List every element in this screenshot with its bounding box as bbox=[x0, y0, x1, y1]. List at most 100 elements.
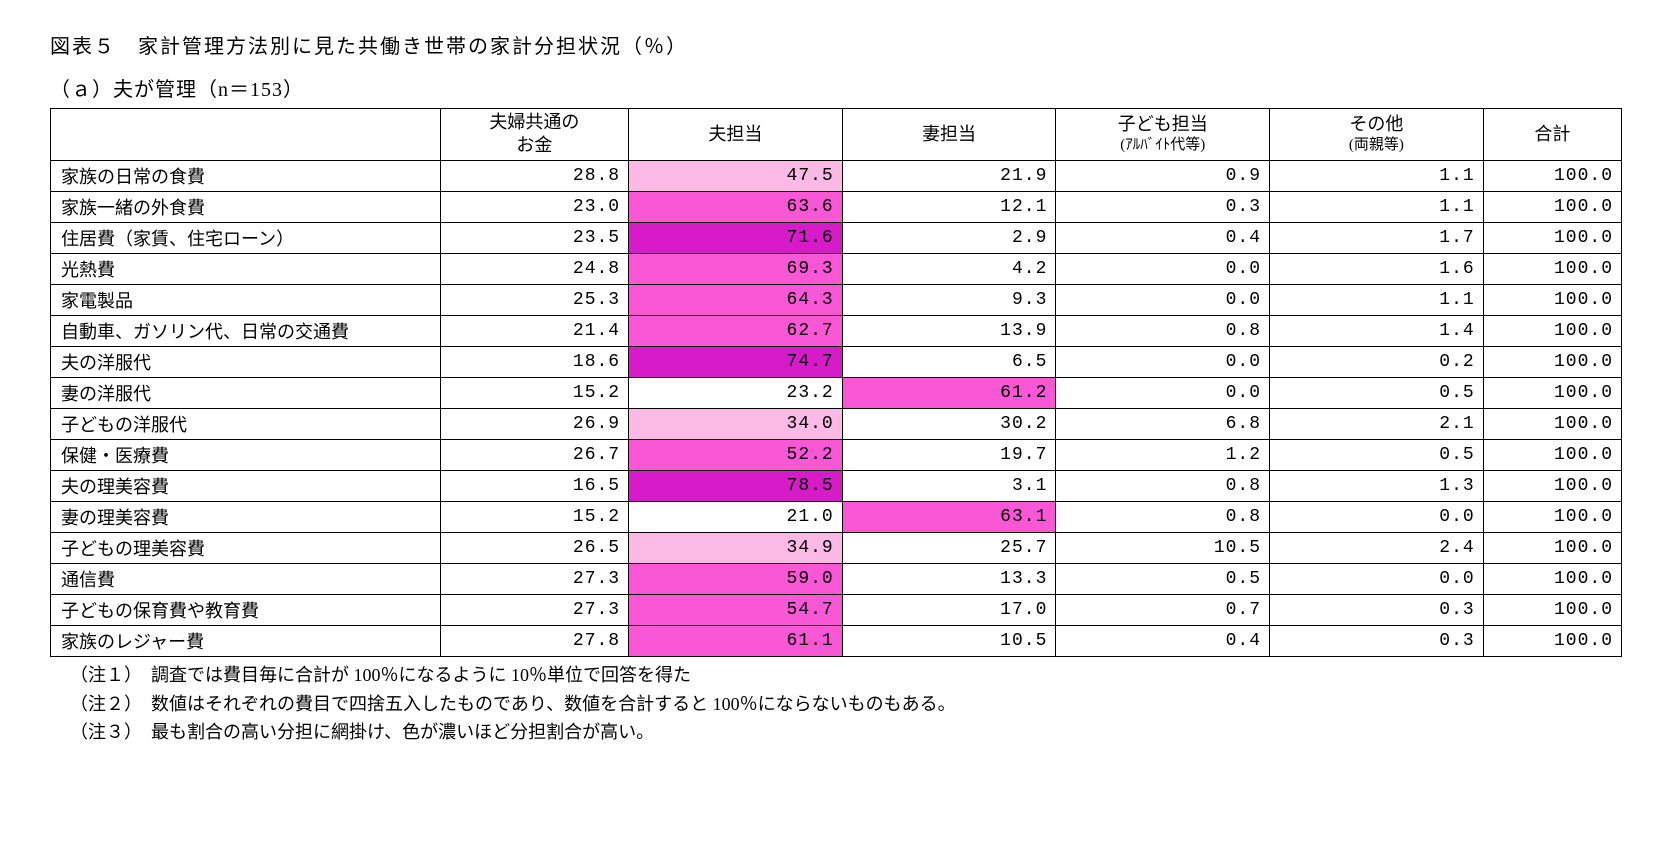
data-table: 夫婦共通のお金夫担当妻担当子ども担当(ｱﾙﾊﾞｲﾄ代等)その他(両親等)合計 家… bbox=[50, 108, 1622, 657]
cell-value: 27.3 bbox=[440, 563, 629, 594]
row-label: 夫の理美容費 bbox=[51, 470, 441, 501]
cell-value: 2.1 bbox=[1270, 408, 1484, 439]
cell-value: 100.0 bbox=[1483, 222, 1621, 253]
cell-value: 71.6 bbox=[629, 222, 843, 253]
cell-value: 61.2 bbox=[842, 377, 1056, 408]
cell-value: 0.5 bbox=[1270, 377, 1484, 408]
table-title: 図表５ 家計管理方法別に見た共働き世帯の家計分担状況（％） bbox=[50, 30, 1622, 59]
row-label: 家族のレジャー費 bbox=[51, 625, 441, 656]
row-label: 子どもの洋服代 bbox=[51, 408, 441, 439]
row-label: 住居費（家賃、住宅ローン） bbox=[51, 222, 441, 253]
cell-value: 100.0 bbox=[1483, 284, 1621, 315]
table-row: 住居費（家賃、住宅ローン）23.571.62.90.41.7100.0 bbox=[51, 222, 1622, 253]
cell-value: 1.7 bbox=[1270, 222, 1484, 253]
table-row: 子どもの理美容費26.534.925.710.52.4100.0 bbox=[51, 532, 1622, 563]
table-row: 夫の洋服代18.674.76.50.00.2100.0 bbox=[51, 346, 1622, 377]
col-header: 夫担当 bbox=[629, 109, 843, 161]
cell-value: 0.3 bbox=[1270, 625, 1484, 656]
cell-value: 0.3 bbox=[1270, 594, 1484, 625]
cell-value: 0.0 bbox=[1056, 346, 1270, 377]
table-row: 通信費27.359.013.30.50.0100.0 bbox=[51, 563, 1622, 594]
cell-value: 0.4 bbox=[1056, 625, 1270, 656]
cell-value: 18.6 bbox=[440, 346, 629, 377]
cell-value: 1.1 bbox=[1270, 160, 1484, 191]
cell-value: 0.7 bbox=[1056, 594, 1270, 625]
cell-value: 0.8 bbox=[1056, 501, 1270, 532]
cell-value: 28.8 bbox=[440, 160, 629, 191]
cell-value: 1.4 bbox=[1270, 315, 1484, 346]
cell-value: 63.1 bbox=[842, 501, 1056, 532]
cell-value: 12.1 bbox=[842, 191, 1056, 222]
cell-value: 26.7 bbox=[440, 439, 629, 470]
cell-value: 69.3 bbox=[629, 253, 843, 284]
cell-value: 21.9 bbox=[842, 160, 1056, 191]
cell-value: 0.0 bbox=[1270, 563, 1484, 594]
cell-value: 15.2 bbox=[440, 501, 629, 532]
cell-value: 13.3 bbox=[842, 563, 1056, 594]
row-label: 家族一緒の外食費 bbox=[51, 191, 441, 222]
cell-value: 6.5 bbox=[842, 346, 1056, 377]
cell-value: 0.0 bbox=[1056, 253, 1270, 284]
cell-value: 62.7 bbox=[629, 315, 843, 346]
col-header: 合計 bbox=[1483, 109, 1621, 161]
cell-value: 9.3 bbox=[842, 284, 1056, 315]
cell-value: 0.4 bbox=[1056, 222, 1270, 253]
cell-value: 1.1 bbox=[1270, 191, 1484, 222]
cell-value: 26.5 bbox=[440, 532, 629, 563]
row-label: 光熱費 bbox=[51, 253, 441, 284]
cell-value: 34.9 bbox=[629, 532, 843, 563]
cell-value: 25.7 bbox=[842, 532, 1056, 563]
cell-value: 1.6 bbox=[1270, 253, 1484, 284]
note-line: （注１） 調査では費目毎に合計が 100％になるように 10％単位で回答を得た bbox=[70, 661, 1622, 690]
cell-value: 100.0 bbox=[1483, 191, 1621, 222]
table-row: 家族一緒の外食費23.063.612.10.31.1100.0 bbox=[51, 191, 1622, 222]
table-row: 家族の日常の食費28.847.521.90.91.1100.0 bbox=[51, 160, 1622, 191]
cell-value: 23.5 bbox=[440, 222, 629, 253]
cell-value: 100.0 bbox=[1483, 563, 1621, 594]
table-row: 光熱費24.869.34.20.01.6100.0 bbox=[51, 253, 1622, 284]
col-header: その他(両親等) bbox=[1270, 109, 1484, 161]
note-line: （注３） 最も割合の高い分担に網掛け、色が濃いほど分担割合が高い。 bbox=[70, 718, 1622, 747]
cell-value: 63.6 bbox=[629, 191, 843, 222]
cell-value: 74.7 bbox=[629, 346, 843, 377]
table-row: 子どもの洋服代26.934.030.26.82.1100.0 bbox=[51, 408, 1622, 439]
cell-value: 10.5 bbox=[842, 625, 1056, 656]
row-label: 自動車、ガソリン代、日常の交通費 bbox=[51, 315, 441, 346]
cell-value: 27.3 bbox=[440, 594, 629, 625]
cell-value: 1.2 bbox=[1056, 439, 1270, 470]
cell-value: 0.9 bbox=[1056, 160, 1270, 191]
cell-value: 34.0 bbox=[629, 408, 843, 439]
cell-value: 0.3 bbox=[1056, 191, 1270, 222]
table-row: 妻の理美容費15.221.063.10.80.0100.0 bbox=[51, 501, 1622, 532]
table-row: 子どもの保育費や教育費27.354.717.00.70.3100.0 bbox=[51, 594, 1622, 625]
table-subtitle: （ａ）夫が管理（n＝153） bbox=[50, 73, 1622, 102]
cell-value: 23.2 bbox=[629, 377, 843, 408]
cell-value: 0.5 bbox=[1270, 439, 1484, 470]
row-label: 妻の理美容費 bbox=[51, 501, 441, 532]
table-row: 家族のレジャー費27.861.110.50.40.3100.0 bbox=[51, 625, 1622, 656]
cell-value: 54.7 bbox=[629, 594, 843, 625]
cell-value: 61.1 bbox=[629, 625, 843, 656]
row-label: 子どもの保育費や教育費 bbox=[51, 594, 441, 625]
cell-value: 3.1 bbox=[842, 470, 1056, 501]
table-row: 自動車、ガソリン代、日常の交通費21.462.713.90.81.4100.0 bbox=[51, 315, 1622, 346]
col-header: 妻担当 bbox=[842, 109, 1056, 161]
cell-value: 26.9 bbox=[440, 408, 629, 439]
row-label: 妻の洋服代 bbox=[51, 377, 441, 408]
cell-value: 23.0 bbox=[440, 191, 629, 222]
table-body: 家族の日常の食費28.847.521.90.91.1100.0家族一緒の外食費2… bbox=[51, 160, 1622, 656]
table-row: 妻の洋服代15.223.261.20.00.5100.0 bbox=[51, 377, 1622, 408]
cell-value: 100.0 bbox=[1483, 625, 1621, 656]
cell-value: 0.0 bbox=[1056, 284, 1270, 315]
cell-value: 2.9 bbox=[842, 222, 1056, 253]
col-header: 子ども担当(ｱﾙﾊﾞｲﾄ代等) bbox=[1056, 109, 1270, 161]
row-label: 家電製品 bbox=[51, 284, 441, 315]
cell-value: 0.8 bbox=[1056, 470, 1270, 501]
row-label: 子どもの理美容費 bbox=[51, 532, 441, 563]
cell-value: 13.9 bbox=[842, 315, 1056, 346]
row-label: 夫の洋服代 bbox=[51, 346, 441, 377]
cell-value: 100.0 bbox=[1483, 377, 1621, 408]
cell-value: 59.0 bbox=[629, 563, 843, 594]
cell-value: 10.5 bbox=[1056, 532, 1270, 563]
cell-value: 0.8 bbox=[1056, 315, 1270, 346]
